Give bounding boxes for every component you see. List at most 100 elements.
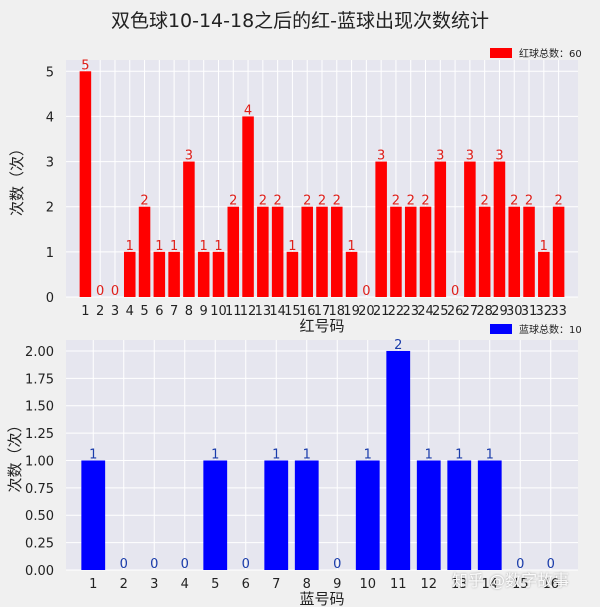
x-tick-label: 3 — [150, 577, 158, 592]
x-tick-label: 7 — [170, 304, 178, 319]
watermark: 知乎 @数字故事 — [452, 571, 570, 590]
y-tick-label: 1.50 — [25, 400, 54, 415]
bar — [294, 460, 319, 570]
x-tick-label: 19 — [343, 304, 360, 319]
bar — [552, 206, 565, 297]
bar-value-label: 2 — [421, 194, 429, 209]
x-tick-label: 22 — [388, 304, 405, 319]
x-tick-label: 9 — [200, 304, 208, 319]
bar-value-label: 1 — [200, 239, 208, 254]
bar — [434, 161, 447, 297]
y-tick-label: 3 — [46, 156, 54, 171]
y-axis-label: 次数（次） — [6, 417, 24, 492]
bar — [242, 116, 254, 297]
x-tick-label: 16 — [299, 304, 316, 319]
bar-value-label: 2 — [407, 194, 415, 209]
x-tick-label: 9 — [333, 577, 341, 592]
bar-value-label: 1 — [303, 447, 311, 462]
x-tick-label: 4 — [181, 577, 189, 592]
x-tick-label: 2 — [96, 304, 104, 319]
y-tick-label: 1 — [46, 246, 54, 261]
x-tick-label: 14 — [269, 304, 286, 319]
bar — [203, 460, 228, 570]
bar-value-label: 1 — [364, 447, 372, 462]
x-tick-label: 17 — [314, 304, 331, 319]
bar-value-label: 3 — [495, 149, 503, 164]
legend-label: 红球总数：60 — [519, 47, 582, 60]
x-tick-label: 12 — [420, 577, 437, 592]
x-tick-label: 10 — [359, 577, 376, 592]
bar-value-label: 3 — [185, 149, 193, 164]
y-tick-label: 2.00 — [25, 345, 54, 360]
y-axis-label: 次数（次） — [8, 141, 26, 216]
x-tick-label: 31 — [521, 304, 538, 319]
x-tick-label: 10 — [210, 304, 227, 319]
bar-value-label: 2 — [318, 194, 326, 209]
x-tick-label: 1 — [81, 304, 89, 319]
bar-value-label: 1 — [211, 447, 219, 462]
x-tick-label: 20 — [358, 304, 375, 319]
x-tick-label: 15 — [284, 304, 301, 319]
x-tick-label: 13 — [451, 577, 468, 592]
bar-value-label: 0 — [111, 284, 119, 299]
x-tick-label: 7 — [272, 577, 280, 592]
bar — [153, 251, 166, 297]
bar-value-label: 3 — [377, 149, 385, 164]
y-tick-label: 0.50 — [25, 509, 54, 524]
x-tick-label: 28 — [476, 304, 493, 319]
bar — [264, 460, 289, 570]
bar-value-label: 2 — [510, 194, 518, 209]
y-tick-label: 1.75 — [25, 372, 54, 387]
bar — [197, 251, 210, 297]
bar — [419, 206, 432, 297]
y-tick-label: 5 — [46, 65, 54, 80]
x-tick-label: 6 — [155, 304, 163, 319]
x-tick-label: 30 — [506, 304, 523, 319]
x-tick-label: 29 — [491, 304, 508, 319]
bar — [416, 460, 441, 570]
bar — [493, 161, 506, 297]
bar-value-label: 2 — [140, 194, 148, 209]
bar — [168, 251, 180, 297]
bar-value-label: 1 — [155, 239, 163, 254]
y-tick-label: 0.25 — [25, 537, 54, 552]
legend-swatch — [490, 324, 512, 334]
legend-label: 蓝球总数：10 — [519, 323, 582, 336]
y-tick-label: 1.00 — [25, 454, 54, 469]
bar-value-label: 0 — [242, 557, 250, 572]
x-tick-label: 5 — [211, 577, 219, 592]
x-tick-label: 16 — [542, 577, 559, 592]
chart-title: 双色球10-14-18之后的红-蓝球出现次数统计 — [110, 10, 490, 32]
bar — [345, 251, 358, 297]
bar-value-label: 2 — [394, 338, 402, 353]
x-tick-label: 21 — [373, 304, 390, 319]
x-tick-label: 11 — [225, 304, 242, 319]
x-tick-label: 8 — [303, 577, 311, 592]
bar — [212, 251, 225, 297]
bar-value-label: 5 — [81, 58, 89, 73]
x-axis-label: 红号码 — [299, 317, 344, 335]
y-tick-label: 0 — [46, 291, 54, 306]
bar-value-label: 0 — [333, 557, 341, 572]
bar — [227, 206, 240, 297]
bar-value-label: 1 — [486, 447, 494, 462]
bar-value-label: 2 — [392, 194, 400, 209]
bar-value-label: 1 — [288, 239, 296, 254]
x-tick-label: 8 — [185, 304, 193, 319]
bar-value-label: 2 — [333, 194, 341, 209]
x-tick-label: 14 — [481, 577, 498, 592]
bar-value-label: 2 — [554, 194, 562, 209]
bar-value-label: 2 — [481, 194, 489, 209]
x-tick-label: 2 — [120, 577, 128, 592]
x-tick-label: 15 — [512, 577, 529, 592]
bar-value-label: 3 — [466, 149, 474, 164]
chart-blue: 0.000.250.500.751.001.251.501.752.001102… — [6, 323, 582, 607]
x-tick-label: 26 — [447, 304, 464, 319]
bar-value-label: 0 — [547, 557, 555, 572]
bar — [477, 460, 502, 570]
bar — [355, 460, 380, 570]
bar-value-label: 2 — [303, 194, 311, 209]
bar — [123, 251, 136, 297]
bar — [478, 206, 491, 297]
